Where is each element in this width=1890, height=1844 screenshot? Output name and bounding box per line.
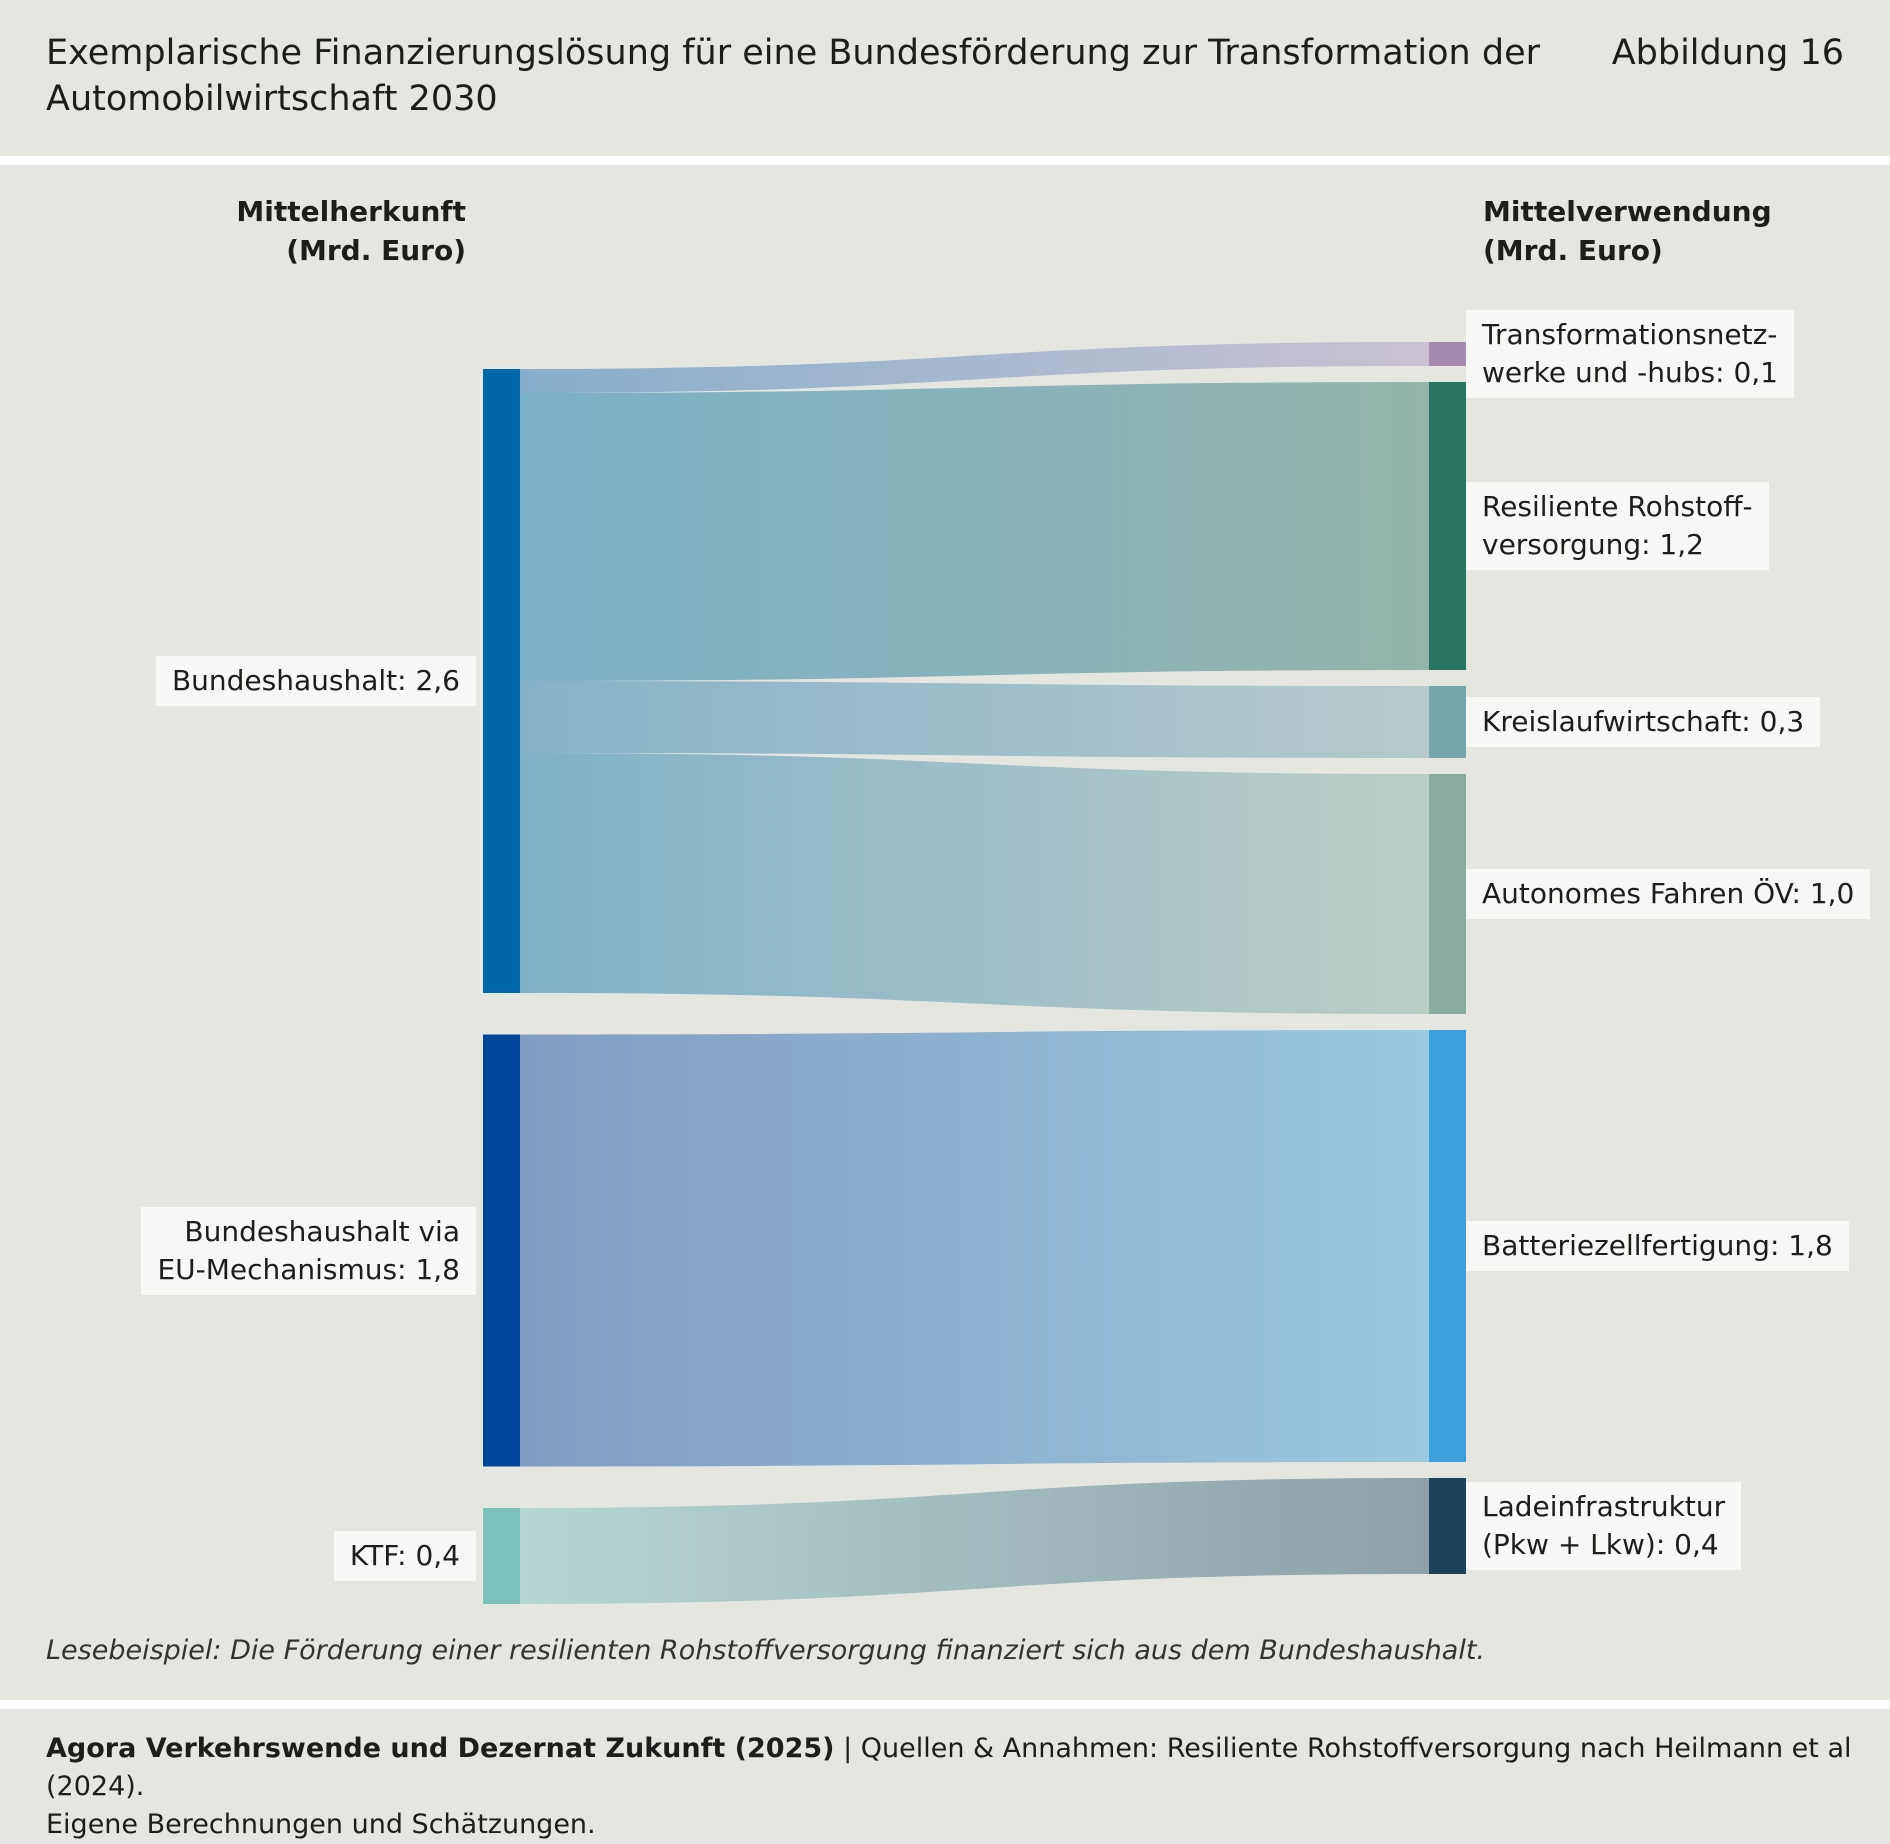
title-line-1: Exemplarische Finanzierungslösung für ei…	[46, 33, 1540, 73]
source-column-heading: Mittelherkunft (Mrd. Euro)	[236, 192, 466, 270]
flow-ktf-to-lade	[520, 1478, 1429, 1604]
label-line: werke und -hubs: 0,1	[1482, 356, 1778, 389]
target-bar-roh	[1429, 382, 1466, 670]
target-bar-batt	[1429, 1030, 1466, 1462]
target-label-roh: Resiliente Rohstoff-versorgung: 1,2	[1466, 482, 1769, 570]
flow-bh-to-trans	[520, 342, 1429, 393]
flow-bh-to-kreis	[520, 681, 1429, 758]
label-line: Kreislaufwirtschaft: 0,3	[1482, 705, 1805, 738]
label-line: Bundeshaushalt: 2,6	[171, 664, 460, 697]
label-line: Transformationsnetz-	[1482, 318, 1778, 351]
target-label-lade: Ladeinfrastruktur (Pkw + Lkw): 0,4	[1466, 1482, 1742, 1570]
reading-example: Lesebeispiel: Die Förderung einer resili…	[46, 1635, 1485, 1666]
source-label-bh: Bundeshaushalt: 2,6	[155, 656, 476, 706]
source-notes-line-2: Eigene Berechnungen und Schätzungen.	[46, 1809, 596, 1840]
target-label-kreis: Kreislaufwirtschaft: 0,3	[1466, 697, 1821, 747]
target-bar-trans	[1429, 342, 1466, 366]
target-bar-kreis	[1429, 686, 1466, 758]
title-line-2: Automobilwirtschaft 2030	[46, 79, 498, 119]
figure-title: Exemplarische Finanzierungslösung für ei…	[46, 30, 1546, 122]
label-line: Batteriezellfertigung: 1,8	[1482, 1229, 1833, 1262]
label-line: Autonomes Fahren ÖV: 1,0	[1482, 877, 1855, 910]
footer-source: Agora Verkehrswende und Dezernat Zukunft…	[46, 1730, 1856, 1844]
nodes-layer	[483, 342, 1466, 1604]
flow-eu-to-batt	[520, 1030, 1429, 1467]
flow-bh-to-roh	[520, 382, 1429, 681]
source-heading-line-1: Mittelherkunft	[236, 195, 466, 228]
flows-layer	[520, 342, 1429, 1604]
footer-divider	[0, 1700, 1890, 1709]
source-heading-line-2: (Mrd. Euro)	[286, 234, 466, 267]
target-bar-lade	[1429, 1478, 1466, 1574]
source-bar-ktf	[483, 1508, 520, 1604]
target-bar-auto	[1429, 774, 1466, 1014]
label-line: KTF: 0,4	[349, 1539, 460, 1572]
target-label-trans: Transformationsnetz-werke und -hubs: 0,1	[1466, 310, 1794, 398]
target-label-batt: Batteriezellfertigung: 1,8	[1466, 1221, 1849, 1271]
header: Exemplarische Finanzierungslösung für ei…	[0, 0, 1890, 156]
target-heading-line-2: (Mrd. Euro)	[1483, 234, 1663, 267]
target-column-heading: Mittelverwendung (Mrd. Euro)	[1483, 192, 1772, 270]
figure-number: Abbildung 16	[1611, 33, 1844, 73]
label-line: Bundeshaushalt via	[184, 1214, 460, 1248]
source-bar-eu	[483, 1034, 520, 1467]
label-line: Resiliente Rohstoff-	[1482, 490, 1753, 523]
source-label-ktf: KTF: 0,4	[333, 1531, 476, 1581]
flow-bh-to-auto	[520, 753, 1429, 1014]
source-label-eu: Bundeshaushalt via EU-Mechanismus: 1,8	[141, 1206, 476, 1295]
target-label-auto: Autonomes Fahren ÖV: 1,0	[1466, 869, 1871, 919]
label-line: EU-Mechanismus: 1,8	[157, 1252, 460, 1286]
source-publisher: Agora Verkehrswende und Dezernat Zukunft…	[46, 1733, 835, 1764]
label-line: versorgung: 1,2	[1482, 528, 1704, 561]
source-bar-bh	[483, 369, 520, 993]
label-line: (Pkw + Lkw): 0,4	[1482, 1528, 1719, 1561]
header-divider	[0, 156, 1890, 165]
label-line: Ladeinfrastruktur	[1482, 1490, 1726, 1523]
source-notes: | Quellen & Annahmen: Resiliente Rohstof…	[46, 1733, 1852, 1802]
target-heading-line-1: Mittelverwendung	[1483, 195, 1772, 228]
